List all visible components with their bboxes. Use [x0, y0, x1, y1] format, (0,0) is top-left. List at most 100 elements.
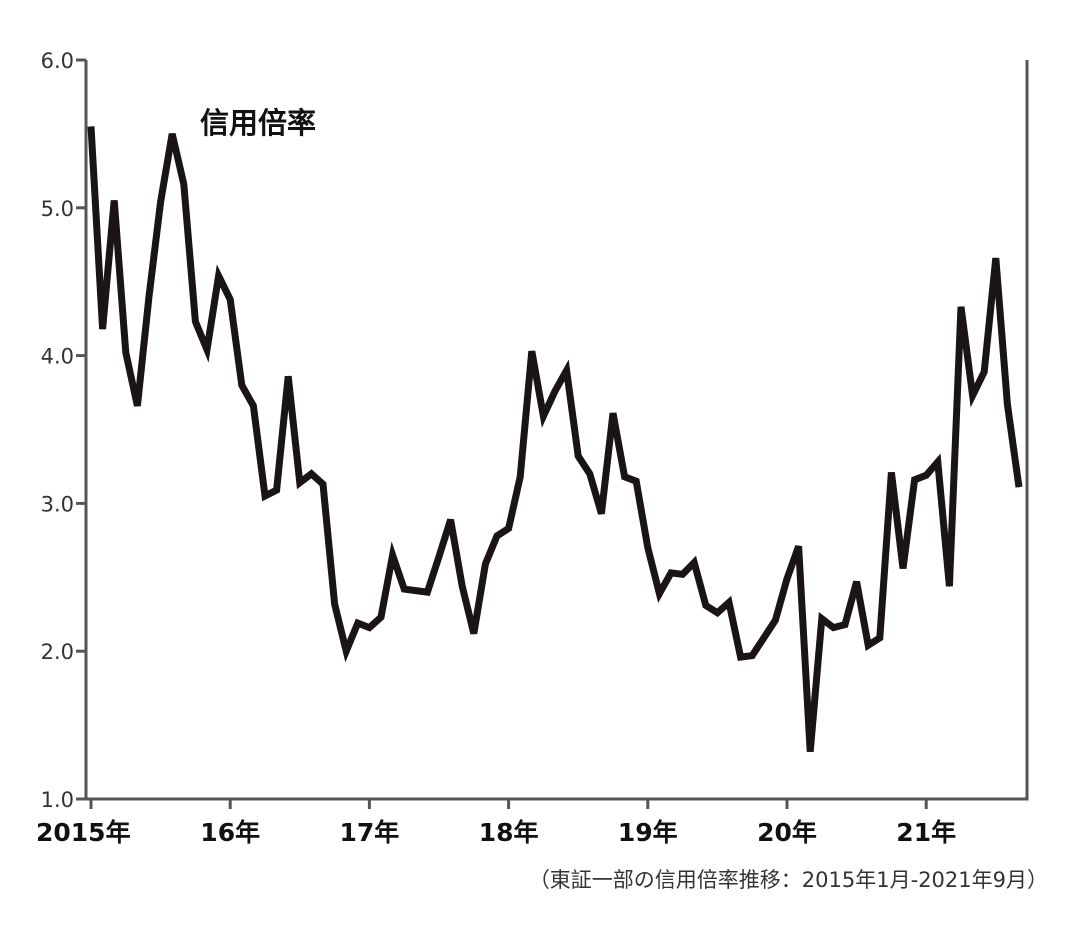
data-point: [426, 591, 428, 593]
x-tick-label: 18年: [479, 818, 539, 847]
data-point: [972, 395, 974, 396]
data-point: [867, 644, 869, 646]
data-point: [519, 476, 521, 478]
data-point: [670, 572, 672, 574]
data-point: [728, 601, 730, 603]
data-point: [241, 384, 243, 386]
data-point: [624, 476, 626, 478]
data-point: [914, 479, 916, 481]
data-point: [125, 352, 127, 354]
data-point: [183, 183, 185, 185]
data-point: [380, 616, 382, 618]
data-point: [577, 455, 579, 457]
data-point: [925, 474, 927, 476]
data-point: [879, 637, 881, 639]
data-point: [276, 489, 278, 491]
data-point: [136, 405, 138, 407]
y-axis: 1.0 2.0 3.0 4.0 5.0 6.0: [41, 49, 86, 812]
data-point: [438, 556, 440, 558]
data-point: [171, 133, 173, 135]
data-point: [902, 567, 904, 569]
y-tick-label: 4.0: [41, 345, 74, 369]
data-point: [90, 126, 92, 127]
data-point: [983, 371, 985, 373]
data-point: [589, 473, 591, 475]
data-point: [740, 656, 742, 658]
data-point: [647, 547, 649, 549]
y-tick-label: 2.0: [41, 640, 74, 664]
data-point: [496, 535, 498, 537]
y-tick-label: 1.0: [41, 788, 74, 812]
data-point: [809, 751, 811, 753]
x-tick-label: 21年: [896, 818, 956, 847]
data-point: [600, 513, 602, 515]
data-point: [1006, 403, 1008, 405]
data-point: [310, 473, 312, 475]
data-point: [693, 562, 695, 563]
data-point: [160, 201, 162, 203]
data-point: [716, 612, 718, 614]
data-point: [148, 296, 150, 297]
source-note: （東証一部の信用倍率推移：2015年1月-2021年9月）: [529, 868, 1048, 892]
data-point: [345, 650, 347, 652]
data-point: [705, 604, 707, 606]
data-point: [392, 554, 394, 556]
data-point: [763, 637, 765, 639]
data-point: [844, 624, 846, 626]
x-tick-label: 20年: [757, 818, 817, 847]
data-point: [299, 482, 301, 484]
data-point: [461, 585, 463, 587]
data-point: [252, 405, 254, 407]
data-point: [995, 257, 997, 259]
x-axis: 2015年 16年 17年 18年 19年 20年 21年: [36, 799, 956, 847]
data-point: [682, 573, 684, 575]
data-point: [798, 545, 800, 547]
data-point: [612, 412, 614, 414]
data-point: [554, 390, 556, 392]
data-point: [264, 495, 266, 497]
data-point: [635, 480, 637, 482]
data-point: [287, 375, 289, 377]
data-point: [751, 655, 753, 657]
y-tick-label: 5.0: [41, 197, 74, 221]
x-tick-label: 17年: [340, 818, 400, 847]
y-tick-label: 3.0: [41, 492, 74, 516]
series-line: [87, 126, 1023, 753]
data-point: [415, 590, 417, 592]
x-tick-label: 2015年: [36, 818, 131, 847]
data-point: [786, 578, 788, 580]
x-tick-label: 16年: [200, 818, 260, 847]
data-point: [218, 275, 220, 277]
plot-frame: [84, 60, 1029, 801]
data-point: [658, 593, 660, 595]
data-point: [403, 588, 405, 590]
series-line-group: [87, 126, 1023, 753]
data-point: [194, 321, 196, 323]
x-tick-label: 19年: [618, 818, 678, 847]
data-point: [206, 349, 208, 351]
series-label: 信用倍率: [200, 106, 316, 140]
data-point: [566, 369, 568, 371]
data-point: [113, 199, 115, 201]
data-point: [1018, 486, 1020, 488]
data-point: [960, 306, 962, 308]
data-point: [484, 563, 486, 565]
data-point: [832, 627, 834, 629]
y-tick-label: 6.0: [41, 49, 74, 73]
data-point: [531, 350, 533, 352]
data-point: [821, 618, 823, 620]
data-point: [102, 328, 104, 330]
data-point: [450, 519, 452, 521]
data-point: [368, 627, 370, 629]
data-point: [334, 603, 336, 605]
data-point: [322, 483, 324, 485]
data-point: [937, 461, 939, 463]
data-point: [473, 633, 475, 634]
data-point: [890, 471, 892, 473]
data-point: [357, 622, 359, 624]
data-point: [542, 415, 544, 417]
data-point: [856, 581, 858, 583]
data-point: [508, 528, 510, 529]
data-point: [948, 585, 950, 587]
